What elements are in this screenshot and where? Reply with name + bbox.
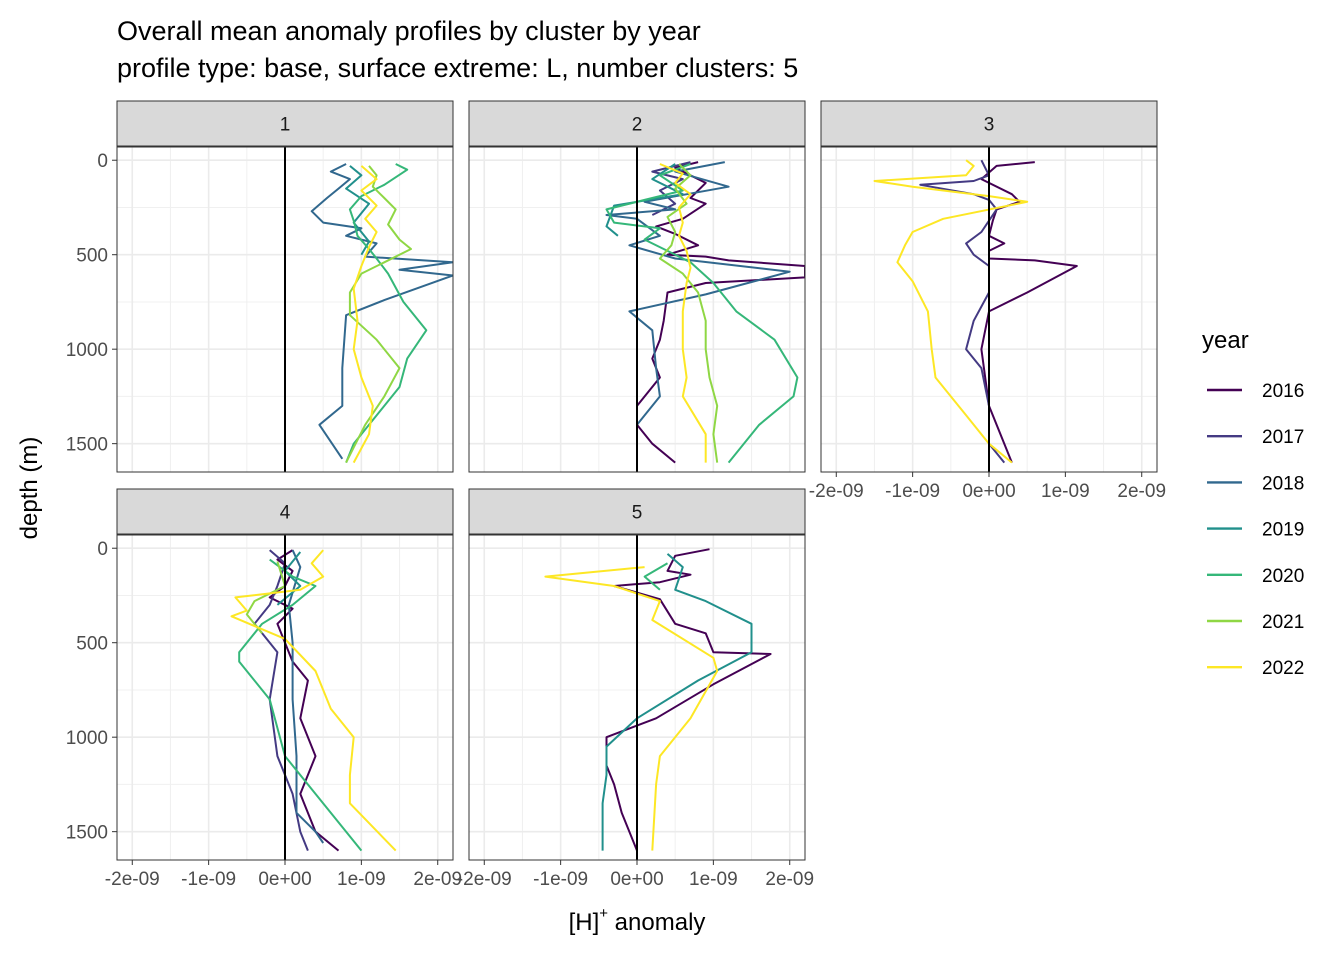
series-group [544, 548, 772, 851]
facet-strip-label: 2 [632, 115, 643, 136]
series-line-2016 [980, 161, 1078, 463]
series-line-2022 [544, 566, 719, 851]
facet-strip [468, 488, 806, 535]
series-line-2021 [345, 165, 412, 464]
series-line-2016 [605, 548, 772, 851]
series-line-2019 [345, 165, 370, 256]
legend-label-2020: 2020 [1262, 566, 1304, 587]
series-line-2020 [345, 163, 428, 463]
chart-title-line2: profile type: base, surface extreme: L, … [117, 53, 798, 83]
y-tick-label: 0 [97, 539, 108, 560]
series-line-2022 [352, 165, 378, 464]
y-tick-label: 500 [76, 634, 108, 655]
x-tick-label: -2e-09 [809, 481, 864, 502]
series-line-2019 [276, 551, 302, 606]
series-line-2020 [643, 562, 669, 591]
series-line-2022 [659, 163, 707, 463]
x-tick-label: 2e-09 [765, 869, 814, 890]
x-tick-label: 2e-09 [413, 869, 462, 890]
y-tick-label: 1000 [66, 728, 108, 749]
x-tick-label: 2e-09 [1117, 481, 1166, 502]
series-line-2016 [636, 161, 805, 464]
x-tick-label: 1e-09 [337, 869, 386, 890]
series-line-2019 [601, 553, 753, 851]
facet-panel-5: 5 -2e-09 -1e-09 0e+00 1e-09 2e-09 [457, 488, 814, 890]
series-group [873, 159, 1078, 464]
legend-label-2016: 2016 [1262, 381, 1304, 402]
chart-title-line1: Overall mean anomaly profiles by cluster… [117, 16, 701, 46]
x-axis-title-sup: + [599, 905, 608, 922]
facet-strip-label: 4 [280, 503, 291, 524]
legend-label-2017: 2017 [1262, 427, 1304, 448]
legend-title: year [1202, 327, 1249, 354]
series-line-2020 [238, 558, 363, 852]
panel-border [468, 146, 806, 473]
series-line-2018 [287, 549, 325, 844]
y-tick-label: 0 [97, 151, 108, 172]
x-tick-label: -2e-09 [457, 869, 512, 890]
y-tick-label: 1000 [66, 340, 108, 361]
facet-panels: 1 0 500 1000 1500 2 3 -2e-09 -1e-09 0e+00 1e-09 2e-… [66, 100, 1166, 890]
facet-panel-2: 2 [468, 100, 806, 473]
series-line-2022 [873, 159, 1029, 464]
series-group [310, 163, 453, 464]
x-tick-label: -1e-09 [533, 869, 588, 890]
x-tick-label: 0e+00 [610, 869, 663, 890]
x-axis-title: [H]+ anomaly [569, 905, 706, 936]
series-line-2021 [658, 163, 719, 463]
x-axis-title-main: [H] [569, 909, 600, 936]
series-line-2022 [230, 549, 397, 852]
y-tick-label: 500 [76, 246, 108, 267]
y-tick-label: 1500 [66, 435, 108, 456]
x-tick-label: -1e-09 [181, 869, 236, 890]
series-line-2017 [919, 159, 1006, 464]
legend-label-2021: 2021 [1262, 612, 1304, 633]
facet-panel-1: 1 0 500 1000 1500 [66, 100, 454, 473]
panel-border [116, 146, 454, 473]
series-line-2021 [245, 561, 286, 634]
facet-strip [116, 488, 454, 535]
legend-label-2019: 2019 [1262, 520, 1304, 541]
facet-panel-4: 4 0 500 1000 1500 -2e-09 -1e-09 0e+00 1e-09 2e-09 [66, 488, 462, 890]
x-tick-label: -1e-09 [885, 481, 940, 502]
x-tick-label: 0e+00 [258, 869, 311, 890]
legend-label-2022: 2022 [1262, 658, 1304, 679]
facet-strip-label: 5 [632, 503, 643, 524]
x-tick-label: -2e-09 [105, 869, 160, 890]
x-axis-title-rest: anomaly [608, 909, 705, 936]
series-line-2017 [651, 161, 691, 216]
facet-strip-label: 3 [984, 115, 995, 136]
x-tick-label: 0e+00 [962, 481, 1015, 502]
y-axis-title: depth (m) [16, 437, 43, 540]
legend-label-2018: 2018 [1262, 473, 1304, 494]
series-group [605, 161, 805, 464]
legend: year 2016 2017 2018 2019 2020 2021 2022 [1202, 327, 1304, 679]
facet-strip-label: 1 [280, 115, 291, 136]
x-tick-label: 1e-09 [689, 869, 738, 890]
x-tick-label: 1e-09 [1041, 481, 1090, 502]
y-tick-label: 1500 [66, 823, 108, 844]
facet-strip [820, 100, 1158, 147]
facet-strip [468, 100, 806, 147]
facet-strip [116, 100, 454, 147]
series-line-2017 [253, 549, 309, 851]
facet-panel-3: 3 -2e-09 -1e-09 0e+00 1e-09 2e-09 [809, 100, 1166, 502]
